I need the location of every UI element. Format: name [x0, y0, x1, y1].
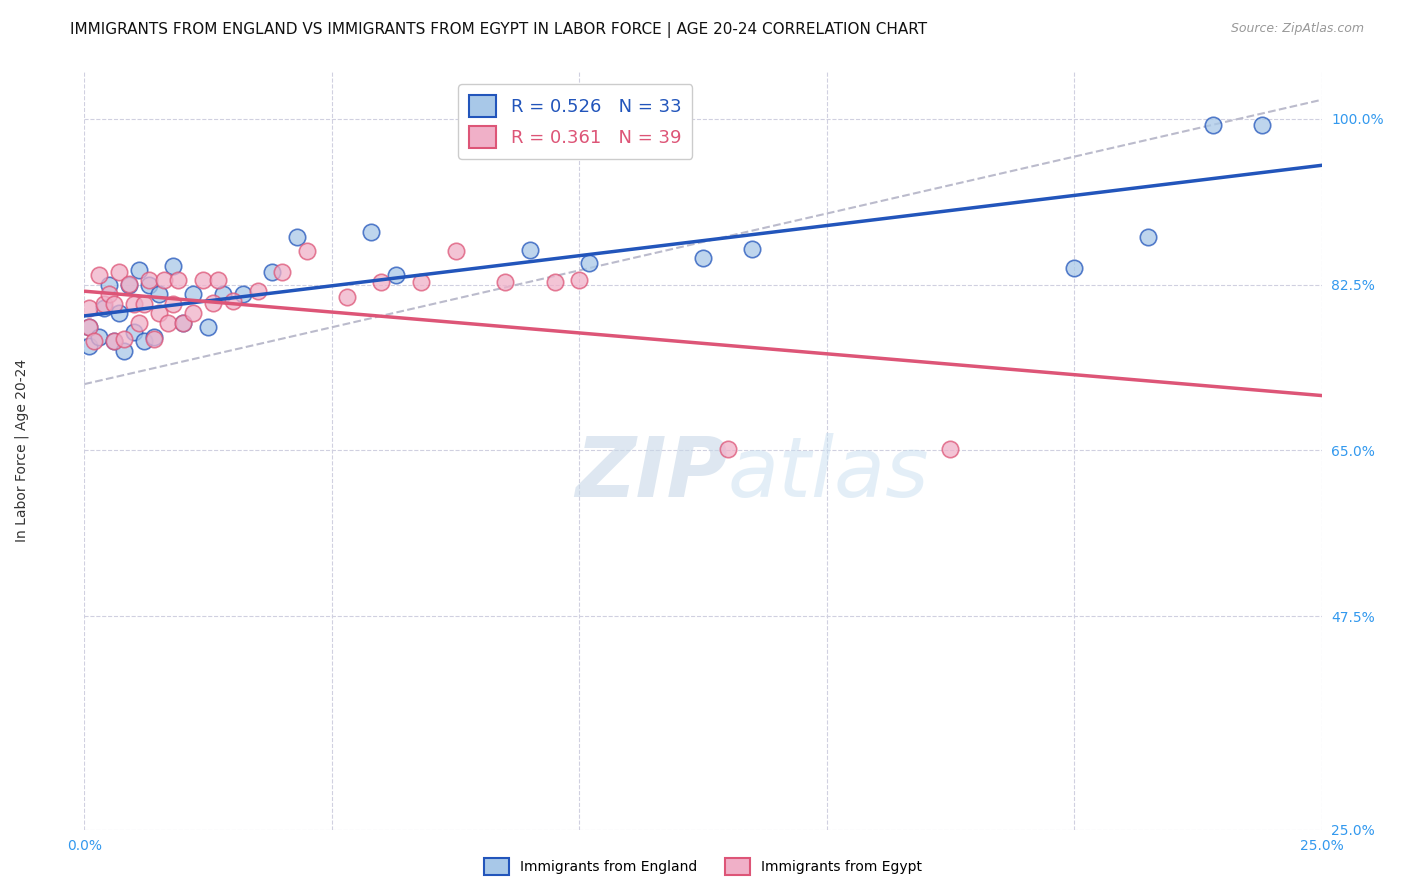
Point	[543, 275, 565, 289]
Point	[202, 295, 225, 310]
Point	[79, 320, 101, 334]
Point	[568, 273, 591, 287]
Point	[103, 334, 125, 349]
Point	[939, 442, 962, 456]
Text: Source: ZipAtlas.com: Source: ZipAtlas.com	[1230, 22, 1364, 36]
Text: IMMIGRANTS FROM ENGLAND VS IMMIGRANTS FROM EGYPT IN LABOR FORCE | AGE 20-24 CORR: IMMIGRANTS FROM ENGLAND VS IMMIGRANTS FR…	[70, 22, 928, 38]
Point	[692, 251, 714, 265]
Point	[162, 296, 184, 310]
Point	[108, 306, 131, 320]
Point	[138, 277, 160, 292]
Point	[162, 259, 184, 273]
Point	[152, 273, 174, 287]
Legend: R = 0.526   N = 33, R = 0.361   N = 39: R = 0.526 N = 33, R = 0.361 N = 39	[458, 84, 692, 159]
Point	[103, 334, 125, 349]
Point	[118, 277, 141, 292]
Point	[112, 343, 135, 358]
Text: ZIP: ZIP	[575, 433, 728, 514]
Point	[132, 296, 155, 310]
Point	[128, 263, 150, 277]
Point	[444, 244, 467, 259]
Point	[717, 442, 740, 456]
Point	[79, 320, 101, 334]
Point	[181, 306, 204, 320]
Point	[191, 273, 214, 287]
Point	[98, 277, 121, 292]
Point	[103, 296, 125, 310]
Point	[409, 275, 432, 289]
Point	[118, 277, 141, 291]
Point	[385, 268, 408, 282]
Point	[197, 320, 219, 334]
Point	[285, 230, 308, 244]
Point	[128, 316, 150, 330]
Point	[246, 285, 269, 299]
Point	[148, 287, 170, 301]
Point	[519, 243, 541, 257]
Point	[83, 334, 105, 349]
Point	[181, 287, 204, 301]
Point	[79, 301, 101, 316]
Point	[578, 256, 600, 270]
Point	[222, 293, 245, 308]
Point	[1063, 260, 1085, 275]
Point	[1251, 119, 1274, 133]
Point	[93, 301, 115, 316]
Point	[142, 330, 165, 344]
Point	[98, 287, 121, 301]
Point	[172, 316, 194, 330]
Point	[122, 296, 145, 310]
Point	[232, 287, 254, 301]
Text: atlas: atlas	[728, 433, 929, 514]
Point	[207, 273, 229, 287]
Legend: Immigrants from England, Immigrants from Egypt: Immigrants from England, Immigrants from…	[478, 853, 928, 880]
Point	[138, 273, 160, 287]
Point	[271, 265, 294, 279]
Point	[360, 226, 382, 240]
Point	[172, 316, 194, 330]
Point	[132, 334, 155, 349]
Point	[157, 316, 180, 330]
Point	[112, 332, 135, 346]
Point	[93, 296, 115, 310]
Point	[1202, 119, 1225, 133]
Point	[89, 330, 111, 344]
Point	[212, 287, 235, 301]
Point	[108, 265, 131, 279]
Point	[295, 244, 318, 259]
Point	[336, 290, 359, 304]
Point	[262, 265, 284, 279]
Point	[148, 306, 170, 320]
Point	[122, 325, 145, 339]
Point	[370, 275, 392, 289]
Y-axis label: In Labor Force | Age 20-24: In Labor Force | Age 20-24	[14, 359, 28, 542]
Point	[142, 332, 165, 346]
Point	[1137, 230, 1160, 244]
Point	[494, 275, 516, 289]
Point	[89, 268, 111, 282]
Point	[167, 273, 190, 287]
Point	[741, 242, 763, 256]
Point	[79, 339, 101, 353]
